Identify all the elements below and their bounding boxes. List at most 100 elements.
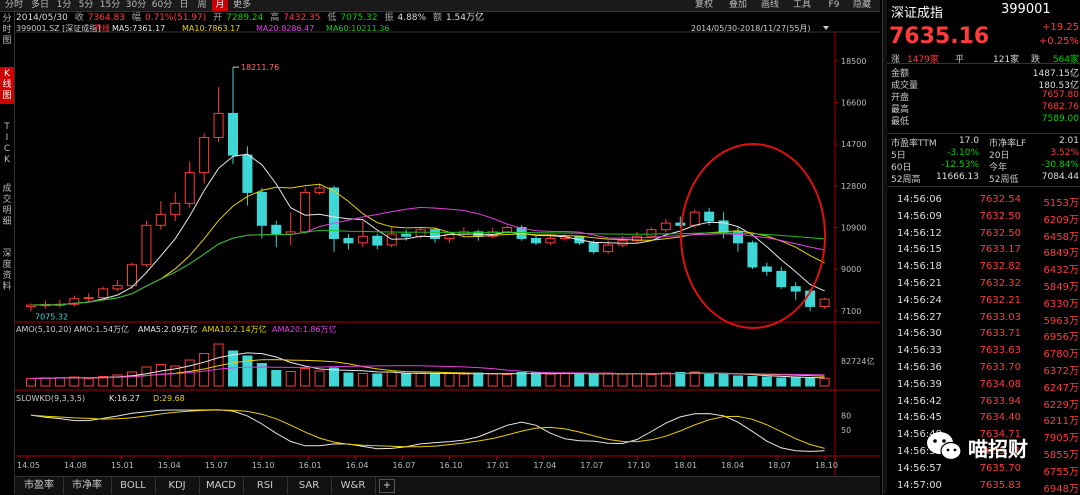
amo-bar [588,373,599,387]
tab-9[interactable]: 月 [212,0,228,11]
add-indicator-button[interactable]: + [379,479,395,493]
candle [761,262,772,276]
tab-3[interactable]: 5分 [78,0,94,10]
tick-volume: 6432万 [1043,265,1079,277]
x-tick-label: 18.10 [815,461,838,470]
indicator-tab-7[interactable]: W&R [331,477,376,494]
stat-label: 最高 [891,105,910,115]
tick-price: 7634.40 [979,412,1021,424]
info-amplitude-label: 振 [384,13,394,23]
side-tab-0[interactable]: 分 时 图 [2,14,12,46]
tab-1[interactable]: 多日 [30,0,49,10]
panel-splitter[interactable] [883,0,887,494]
amo-bar [357,373,368,387]
candle [242,146,253,206]
date-range: 2014/05/30-2018/11/27(55月) [691,24,811,33]
tab-6[interactable]: 60分 [151,0,173,10]
tab-5[interactable]: 30分 [125,0,147,10]
tick-volume: 6229万 [1043,399,1079,411]
info-low-label: 低 [327,13,337,23]
stat-label: 开盘 [891,93,910,103]
amo-bar [343,372,354,387]
tick-time: 14:56:36 [897,362,942,373]
ratio-value: 17.0 [958,136,979,146]
indicator-tab-0[interactable]: 市盈率 [15,477,64,494]
amo-bar [646,374,657,387]
toolbar-button-1[interactable]: 叠加 [728,0,747,10]
tick-time: 14:56:21 [897,278,942,289]
tick-time: 14:56:24 [897,294,942,306]
ratio-label: 今年 [989,163,1008,173]
candle [357,220,368,248]
divider [883,63,1080,64]
indicator-tab-3[interactable]: KDJ [155,477,200,494]
tab-0[interactable]: 分时 [4,0,23,10]
toolbar-button-5[interactable]: 隐藏 [852,0,871,10]
candle [473,229,484,241]
side-tab-4[interactable]: 深 度 资 料 [2,249,12,292]
tick-time: 14:56:15 [897,244,942,256]
tab-7[interactable]: 日 [179,0,189,10]
y-tick-label: 9000 [841,265,861,274]
toolbar-button-2[interactable]: 画线 [760,0,779,10]
index-code: 399001 [1001,2,1051,17]
x-tick-label: 17.04 [533,461,556,470]
tab-8[interactable]: 周 [197,0,207,10]
kline-chart[interactable]: 399001.SZ [深证成指]月线 MA5:7361.17 MA10:7863.1… [15,24,880,476]
indicator-tab-1[interactable]: 市净率 [63,477,112,494]
indicator-tab-2[interactable]: BOLL [111,477,156,494]
amo-bar [242,355,253,387]
side-tab-3[interactable]: 成 交 明 细 [2,184,12,227]
tab-10[interactable]: 更多 [232,0,251,10]
amo-bar [603,372,614,387]
side-tab-1[interactable]: K 线 图 [0,67,14,104]
chevron-down-icon[interactable] [823,26,829,30]
amo-bar [98,376,109,387]
info-low-value: 7075.32 [340,13,378,23]
tab-4[interactable]: 15分 [99,0,121,10]
tab-2[interactable]: 1分 [56,0,72,10]
amo-bar [444,373,455,387]
tick-volume: 6209万 [1043,214,1079,226]
candle [660,218,671,232]
tick-time: 14:56:06 [897,194,942,205]
candle [271,220,282,248]
amo-bar [617,373,628,387]
toolbar-button-4[interactable]: F9 [828,0,840,10]
indicator-tab-4[interactable]: MACD [199,477,244,494]
amo-bar [559,372,570,387]
breadth-down: 564家 [1052,55,1079,65]
info-close-value: 7364.83 [87,13,125,23]
quote-panel: 深证成指 399001 7635.16 +19.25 +0.25% 涨 1479家 平 121家… [882,0,1080,495]
amo-bar [632,373,642,387]
amo-bar [704,373,715,387]
indicator-tab-5[interactable]: RSI [243,477,288,494]
price-change: +19.25 [1041,22,1079,33]
candle [83,293,94,303]
x-tick-label: 18.07 [768,461,791,470]
tick-price: 7633.03 [979,311,1021,323]
candle [531,236,541,246]
tick-price: 7633.63 [979,345,1021,357]
x-tick-label: 16.07 [393,461,416,470]
toolbar-button-3[interactable]: 工具 [792,0,811,10]
tick-time: 14:56:18 [897,261,942,273]
indicator-tab-6[interactable]: SAR [287,477,332,494]
tick-volume: 5855万 [1043,450,1079,461]
x-tick-label: 16.04 [346,461,369,470]
candle [256,188,267,239]
ratio-label: 20日 [989,151,1010,161]
ratio-label: 52周低 [989,175,1019,185]
side-tab-2[interactable]: T I C K [3,122,11,165]
ratio-label: 5日 [891,151,906,161]
amo-bar [329,367,339,387]
amo-bar [761,376,772,387]
amo-bar [487,373,498,387]
kd-tick: 50 [841,426,851,435]
info-close-label: 收 [74,13,84,23]
ma-header-2: MA5:7361.17 [112,24,165,33]
kd-tick: 80 [841,412,851,421]
toolbar-button-0[interactable]: 复权 [694,0,713,10]
ratio-value: -30.84% [1041,160,1079,170]
watermark-text: 喵招财 [968,437,1028,461]
